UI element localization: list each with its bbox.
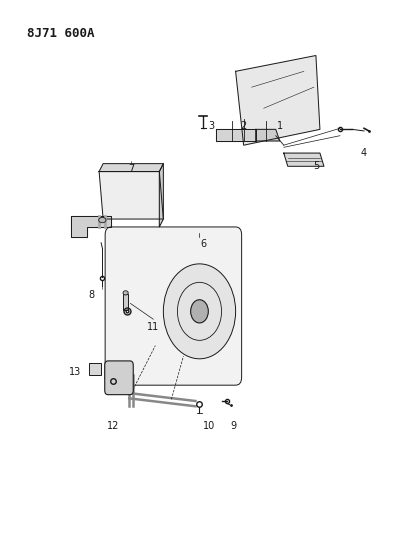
Text: 11: 11 <box>147 322 160 332</box>
Text: 1: 1 <box>277 122 283 132</box>
Text: 3: 3 <box>208 122 214 132</box>
Text: 5: 5 <box>313 161 319 171</box>
Polygon shape <box>236 55 320 145</box>
Ellipse shape <box>99 217 106 223</box>
Text: 7: 7 <box>128 164 134 174</box>
Text: 8: 8 <box>88 290 94 300</box>
Text: 12: 12 <box>107 421 119 431</box>
FancyBboxPatch shape <box>105 227 242 385</box>
Polygon shape <box>256 130 280 141</box>
Text: 4: 4 <box>361 148 367 158</box>
Bar <box>89 363 101 375</box>
Text: 10: 10 <box>204 421 216 431</box>
FancyBboxPatch shape <box>105 361 133 394</box>
Bar <box>123 294 128 310</box>
Polygon shape <box>160 164 163 227</box>
Polygon shape <box>99 164 163 172</box>
Text: 8J71 600A: 8J71 600A <box>27 27 94 39</box>
Text: 6: 6 <box>200 239 207 248</box>
Text: 2: 2 <box>241 122 247 132</box>
Ellipse shape <box>123 291 128 295</box>
Polygon shape <box>71 216 111 238</box>
Polygon shape <box>99 172 163 219</box>
Polygon shape <box>216 130 256 141</box>
Polygon shape <box>284 153 324 166</box>
Text: 13: 13 <box>69 367 81 377</box>
Circle shape <box>190 300 208 323</box>
Circle shape <box>163 264 236 359</box>
Text: 9: 9 <box>230 421 237 431</box>
